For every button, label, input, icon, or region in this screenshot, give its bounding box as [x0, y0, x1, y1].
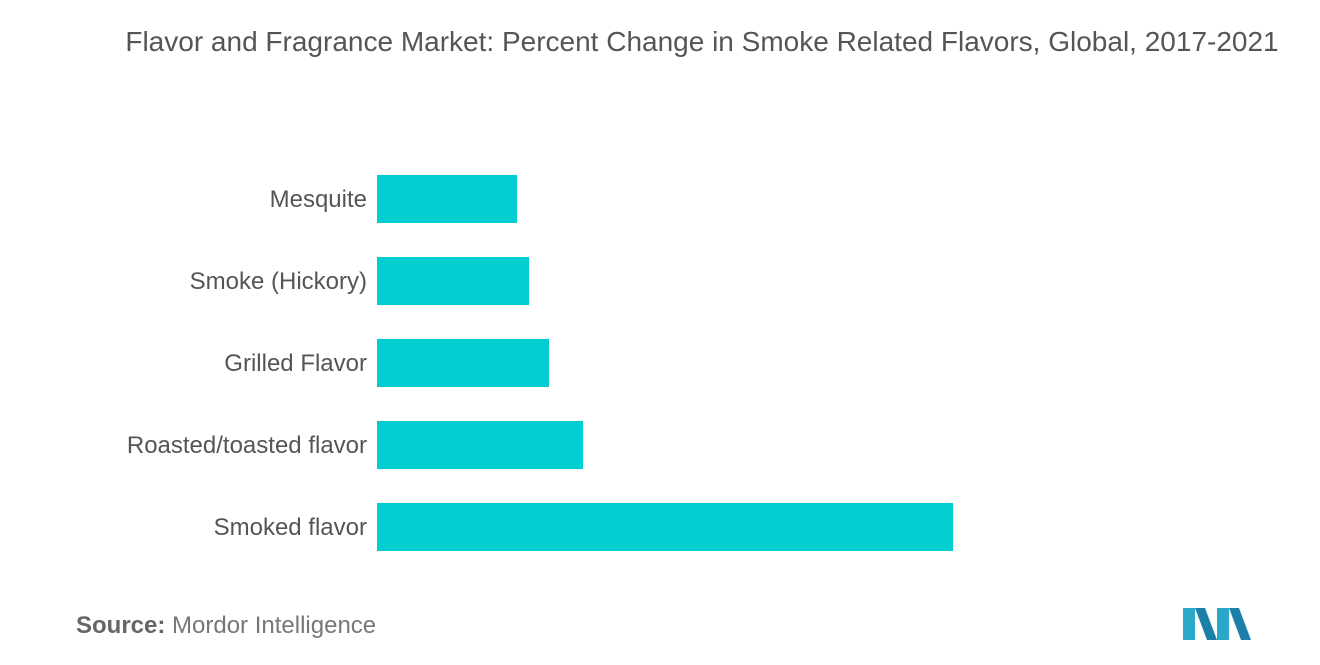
logo-shape-left	[1183, 608, 1195, 640]
category-label: Smoked flavor	[214, 514, 367, 541]
logo-shape-diagonal-left	[1195, 608, 1217, 640]
bar-mesquite	[377, 175, 517, 223]
source-note: Source: Mordor Intelligence	[76, 612, 376, 640]
bar-grilled-flavor	[377, 339, 549, 387]
bar-roasted-toasted-flavor	[377, 421, 583, 469]
category-labels-layer: Mesquite Smoke (Hickory) Grilled Flavor Roa…	[127, 186, 367, 541]
category-label: Grilled Flavor	[224, 350, 367, 377]
bar-smoked-flavor	[377, 503, 953, 551]
category-label: Roasted/toasted flavor	[127, 432, 367, 459]
category-label: Smoke (Hickory)	[190, 268, 367, 295]
bar-smoke-hickory	[377, 257, 529, 305]
category-label: Mesquite	[270, 186, 367, 213]
chart-title: Flavor and Fragrance Market: Percent Cha…	[125, 26, 1279, 57]
mordor-intelligence-logo-icon	[1183, 608, 1251, 640]
logo-shape-diagonal-right	[1229, 608, 1251, 640]
source-text: Mordor Intelligence	[172, 612, 377, 639]
logo-shape-center	[1217, 608, 1229, 640]
source-label: Source:	[76, 612, 166, 639]
bars-layer	[377, 175, 953, 551]
